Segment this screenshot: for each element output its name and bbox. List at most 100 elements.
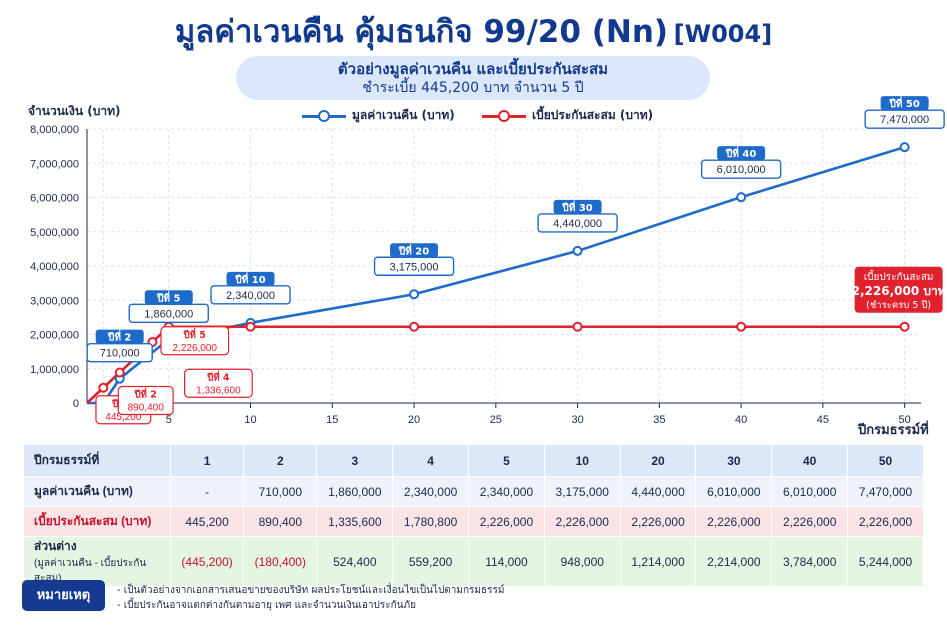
table-cell: 2,226,000 <box>771 506 849 537</box>
table-header-year: 4 <box>392 444 470 477</box>
x-tick-label: 10 <box>244 414 256 426</box>
table-cell: 114,000 <box>468 536 545 587</box>
premium-callout-year: ปีที่ 2 <box>134 387 157 401</box>
callout-value: 4,440,000 <box>553 218 602 230</box>
callout-value: 2,340,000 <box>226 290 275 302</box>
table-cell: 2,226,000 <box>543 506 621 537</box>
callout-tag <box>717 146 766 161</box>
premium-callout-value: 445,200 <box>105 412 142 423</box>
premium-point <box>245 321 256 332</box>
y-tick-label: 1,000,000 <box>30 364 79 376</box>
table-header-year: 20 <box>619 444 697 477</box>
premium-point <box>409 321 420 332</box>
surrender-point <box>736 192 747 203</box>
y-tick-label: 3,000,000 <box>30 295 79 307</box>
callout-tag <box>144 290 193 305</box>
table-cell: 2,226,000 <box>695 506 773 537</box>
table-row-difference: ส่วนต่าง (มูลค่าเวนคืน - เบี้ยประกันสะสม… <box>23 536 924 587</box>
premium-summary-line2: 2,226,000 บาท <box>852 284 946 298</box>
callout-year: ปีที่ 50 <box>889 96 920 110</box>
premium-point <box>736 321 747 332</box>
premium-callout-value: 890,400 <box>128 403 165 414</box>
table-header-year: 2 <box>243 444 318 477</box>
premium-point <box>114 367 125 378</box>
callout-year: ปีที่ 2 <box>107 330 131 344</box>
callout-value: 710,000 <box>100 348 140 360</box>
callout-year: ปีที่ 10 <box>235 272 266 286</box>
table-cell: 2,340,000 <box>468 476 545 507</box>
table-cell: (445,200) <box>169 536 245 587</box>
x-tick-label: 35 <box>653 414 665 426</box>
table-cell: 445,200 <box>169 506 245 537</box>
callout-tag <box>226 271 275 286</box>
table-cell: 3,175,000 <box>543 476 621 507</box>
premium-callout-value: 1,336,600 <box>196 385 241 396</box>
y-tick-label: 8,000,000 <box>30 124 79 136</box>
x-tick-label: 20 <box>408 414 420 426</box>
premium-callout-year: ปีที่ 5 <box>183 327 206 341</box>
y-tick-label: 5,000,000 <box>30 227 79 239</box>
surrender-point <box>899 142 910 153</box>
legend-swatch-premium <box>482 109 526 122</box>
callout-year: ปีที่ 40 <box>725 146 756 160</box>
premium-summary-line3: (ชำระครบ 5 ปี) <box>866 299 931 311</box>
note-line: - เป็นตัวอย่างจากเอกสารเสนอขายของบริษัท … <box>117 585 505 596</box>
legend-swatch-surrender <box>302 109 346 122</box>
row-label-premium: เบี้ยประกันสะสม (บาท) <box>23 506 171 537</box>
table-row-surrender: มูลค่าเวนคืน (บาท) - 710,000 1,860,000 2… <box>23 476 924 507</box>
chart-title-code: [W004] <box>673 20 773 48</box>
premium-point <box>572 321 583 332</box>
callout-box <box>864 109 945 129</box>
y-axis-label: จำนวนเงิน (บาท) <box>28 104 121 118</box>
table-header-label: ปีกรมธรรม์ที่ <box>23 444 171 477</box>
subtitle-line-1: ตัวอย่างมูลค่าเวนคืน และเบี้ยประกันสะสม <box>337 60 609 78</box>
premium-callout-box <box>160 326 230 356</box>
callout-value: 1,860,000 <box>144 308 193 320</box>
table-cell: 524,400 <box>316 536 394 587</box>
surrender-point <box>409 289 420 300</box>
premium-summary-box <box>854 266 943 313</box>
premium-callout-value: 2,226,000 <box>173 343 218 354</box>
table-header-year: 10 <box>543 444 621 477</box>
row-label-surrender: มูลค่าเวนคืน (บาท) <box>23 476 171 507</box>
callout-value: 3,175,000 <box>390 261 439 273</box>
premium-summary-line1: เบี้ยประกันสะสม <box>864 269 934 283</box>
table-header-year: 1 <box>169 444 245 477</box>
table-cell: 1,335,600 <box>316 506 394 537</box>
table-cell: 3,784,000 <box>771 536 849 587</box>
x-tick-label: 25 <box>490 414 502 426</box>
table-cell: 948,000 <box>543 536 621 587</box>
callout-box <box>373 256 455 276</box>
table-cell: 6,010,000 <box>695 476 773 507</box>
premium-callout-box <box>117 385 174 416</box>
legend-label-surrender: มูลค่าเวนคืน (บาท) <box>352 108 455 122</box>
notes-badge: หมายเหตุ <box>22 580 105 611</box>
callout-tag <box>553 199 602 214</box>
y-tick-label: 6,000,000 <box>30 193 79 205</box>
x-tick-label: 40 <box>735 414 747 426</box>
callout-year: ปีที่ 20 <box>398 243 429 257</box>
table-cell: 7,470,000 <box>847 476 924 507</box>
table-header-year: 40 <box>771 444 849 477</box>
table-cell: 559,200 <box>392 536 470 587</box>
data-table: ปีกรมธรรม์ที่ 1 2 3 4 5 10 20 30 40 50 ม… <box>23 444 924 587</box>
surrender-point <box>572 245 583 256</box>
subtitle-line-2: ชำระเบี้ย 445,200 บาท จำนวน 5 ปี <box>362 80 584 96</box>
table-header-row: ปีกรมธรรม์ที่ 1 2 3 4 5 10 20 30 40 50 <box>23 444 924 477</box>
table-row-premium: เบี้ยประกันสะสม (บาท) 445,200 890,400 1,… <box>23 506 924 537</box>
table-header-year: 50 <box>847 444 924 477</box>
y-tick-label: 4,000,000 <box>30 261 79 273</box>
row-label-difference-sub: (มูลค่าเวนคืน - เบี้ยประกันสะสม) <box>34 558 147 584</box>
callout-tag <box>390 243 439 258</box>
legend-item-surrender: มูลค่าเวนคืน (บาท) <box>302 106 455 125</box>
x-tick-label: 5 <box>166 414 172 426</box>
table-cell: 1,860,000 <box>316 476 394 507</box>
x-tick-label: 50 <box>899 414 911 426</box>
table-cell: 2,226,000 <box>847 506 924 537</box>
notes-text: - เป็นตัวอย่างจากเอกสารเสนอขายของบริษัท … <box>117 583 504 613</box>
callout-box <box>210 285 291 305</box>
y-tick-label: 0 <box>73 398 79 410</box>
y-tick-label: 7,000,000 <box>30 158 79 170</box>
callout-value: 7,470,000 <box>880 114 929 126</box>
table-cell: 2,226,000 <box>619 506 697 537</box>
